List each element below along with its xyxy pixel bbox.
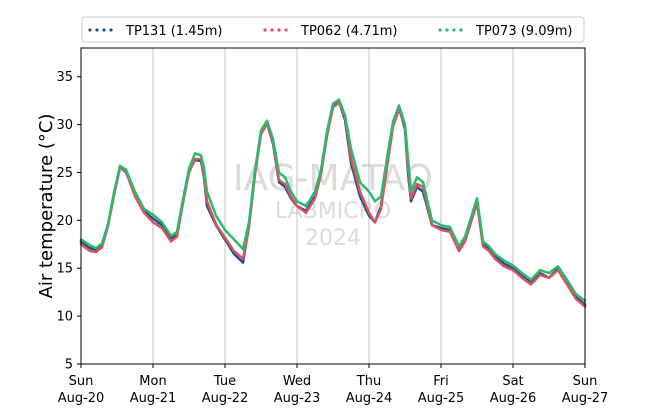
y-tick-label: 30 — [56, 118, 73, 133]
legend-marker — [459, 28, 463, 32]
x-tick-label: Aug-21 — [130, 391, 177, 406]
legend-marker — [109, 28, 113, 32]
y-tick-label: 25 — [56, 166, 73, 181]
y-tick-label: 35 — [56, 70, 73, 85]
legend-label: TP131 (1.45m) — [125, 24, 222, 39]
legend-marker — [277, 28, 281, 32]
x-tick-label: Tue — [213, 374, 236, 389]
x-tick-label: Sun — [69, 374, 94, 389]
y-tick-label: 5 — [65, 358, 73, 373]
x-tick-label: Aug-23 — [274, 391, 321, 406]
y-axis-label: Air temperature (°C) — [36, 114, 57, 299]
x-tick-label: Sun — [573, 374, 598, 389]
x-tick-label: Aug-26 — [490, 391, 537, 406]
legend-marker — [452, 28, 456, 32]
x-tick-label: Aug-22 — [202, 391, 249, 406]
y-tick-label: 10 — [56, 310, 73, 325]
x-tick-label: Mon — [139, 374, 166, 389]
series-3 — [79, 98, 587, 303]
x-tick-label: Sat — [502, 374, 523, 389]
watermark-line: 2024 — [305, 226, 361, 251]
watermark-line: IAG-MATAO — [233, 158, 433, 199]
legend-label: TP073 (9.09m) — [475, 24, 572, 39]
y-tick-label: 15 — [56, 262, 73, 277]
series-layer — [79, 98, 587, 308]
legend-marker — [284, 28, 288, 32]
y-axis: 5 10 15 20 25 30 35 — [56, 70, 81, 373]
x-axis: Sun Aug-20 Mon Aug-21 Tue Aug-22 Wed Aug-23 Thu A… — [58, 364, 609, 406]
x-tick-label: Aug-27 — [562, 391, 609, 406]
x-tick-label: Fri — [433, 374, 449, 389]
legend-marker — [263, 28, 267, 32]
legend-marker — [88, 28, 92, 32]
legend-label: TP062 (4.71m) — [300, 24, 397, 39]
x-tick-label: Aug-25 — [418, 391, 465, 406]
legend-marker — [438, 28, 442, 32]
legend-marker — [102, 28, 106, 32]
legend-marker — [95, 28, 99, 32]
legend-box — [81, 16, 585, 43]
plot-frame — [80, 47, 586, 365]
legend-marker — [270, 28, 274, 32]
x-tick-label: Aug-20 — [58, 391, 105, 406]
x-tick-label: Aug-24 — [346, 391, 393, 406]
legend: TP131 (1.45m) TP062 (4.71m) TP073 (9.09m) — [81, 16, 585, 43]
x-tick-label: Thu — [356, 374, 381, 389]
watermark: IAG-MATAO LABMICRO 2024 — [233, 158, 433, 251]
x-tick-label: Wed — [283, 374, 311, 389]
legend-marker — [445, 28, 449, 32]
y-tick-label: 20 — [56, 214, 73, 229]
